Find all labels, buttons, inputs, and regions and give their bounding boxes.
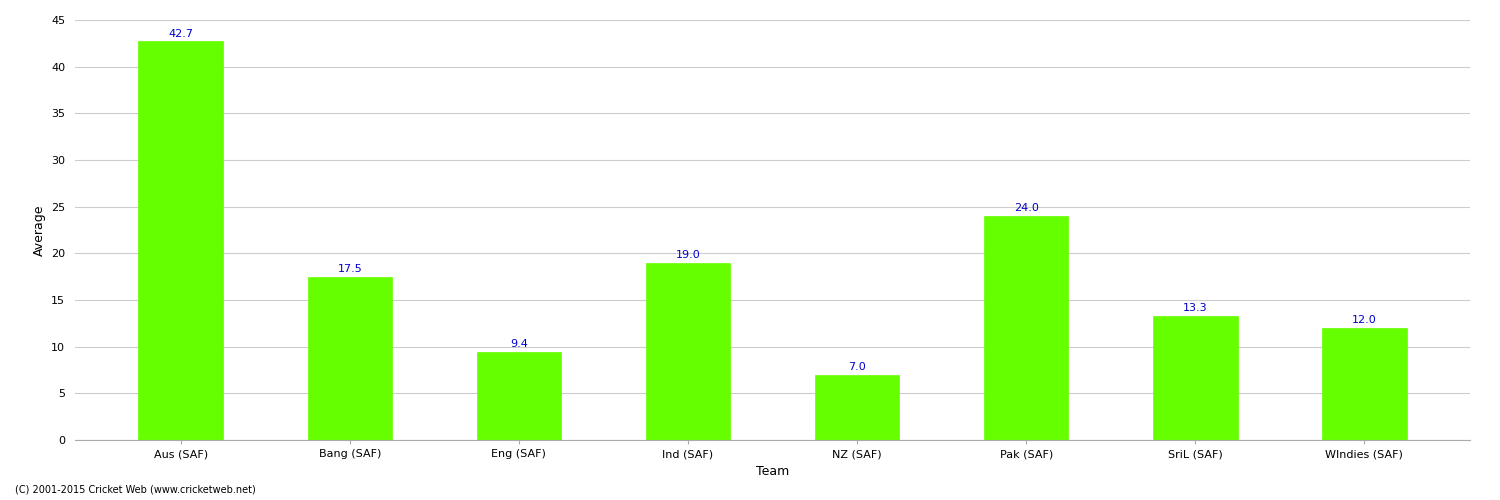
Text: 7.0: 7.0 xyxy=(847,362,865,372)
Bar xyxy=(138,42,224,440)
Bar xyxy=(308,276,392,440)
X-axis label: Team: Team xyxy=(756,464,789,477)
Text: 17.5: 17.5 xyxy=(338,264,362,274)
Text: 13.3: 13.3 xyxy=(1184,303,1208,313)
Text: 42.7: 42.7 xyxy=(168,28,194,38)
Text: (C) 2001-2015 Cricket Web (www.cricketweb.net): (C) 2001-2015 Cricket Web (www.cricketwe… xyxy=(15,485,255,495)
Bar xyxy=(1322,328,1407,440)
Text: 19.0: 19.0 xyxy=(675,250,700,260)
Bar xyxy=(645,262,730,440)
Bar xyxy=(1154,316,1238,440)
Text: 24.0: 24.0 xyxy=(1014,203,1038,213)
Text: 9.4: 9.4 xyxy=(510,340,528,349)
Bar xyxy=(815,374,900,440)
Y-axis label: Average: Average xyxy=(33,204,45,256)
Text: 12.0: 12.0 xyxy=(1352,315,1377,325)
Bar xyxy=(477,352,561,440)
Bar xyxy=(984,216,1068,440)
